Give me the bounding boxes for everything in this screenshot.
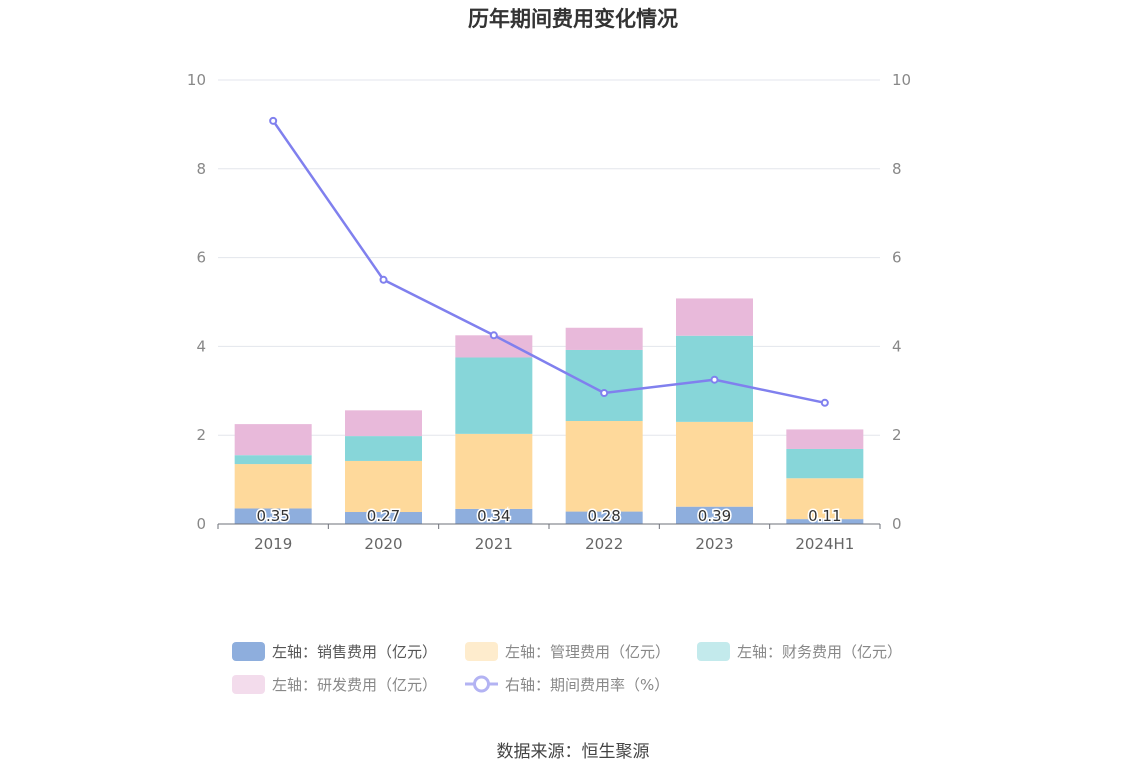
- rate-point: [710, 375, 719, 384]
- bar-data-label: 0.28: [587, 507, 620, 525]
- legend-item[interactable]: 左轴：财务费用（亿元）: [697, 642, 902, 661]
- right-axis-tick: 10: [892, 71, 911, 89]
- legend-item[interactable]: 右轴：期间费用率（%）: [465, 675, 669, 694]
- x-axis-tick: 2020: [364, 535, 402, 553]
- left-axis-tick: 2: [196, 426, 206, 444]
- rate-point: [820, 398, 829, 407]
- bar-segment: [345, 512, 422, 524]
- bars: [234, 298, 864, 524]
- legend-swatch: [697, 642, 730, 661]
- left-axis-tick: 8: [196, 160, 206, 178]
- legend: 左轴：销售费用（亿元） 左轴：管理费用（亿元） 左轴：财务费用（亿元） 左轴：研发费用…: [232, 642, 902, 694]
- legend-label: 右轴：期间费用率（%）: [505, 676, 669, 694]
- legend-swatch: [232, 675, 265, 694]
- bar-data-label: 0.34: [477, 507, 510, 525]
- bar-data-label: 0.35: [256, 507, 289, 525]
- bar-segment: [676, 506, 753, 524]
- legend-item[interactable]: 左轴：研发费用（亿元）: [232, 675, 437, 694]
- bar-segment: [345, 436, 422, 461]
- rate-line-path: [272, 120, 826, 405]
- right-axis-tick: 8: [892, 160, 902, 178]
- rate-point: [600, 389, 609, 398]
- axes: 0 2 4 6 8 10 0 2 4 6 8 10 2019 2020 2021 2022 2023 2024H1: [187, 71, 911, 553]
- left-axis-tick: 10: [187, 71, 206, 89]
- legend-label: 左轴：管理费用（亿元）: [505, 643, 670, 661]
- data-source: 数据来源：恒生聚源: [497, 742, 650, 762]
- legend-item[interactable]: 左轴：管理费用（亿元）: [465, 642, 670, 661]
- chart-title: 历年期间费用变化情况: [468, 7, 678, 31]
- legend-swatch: [232, 642, 265, 661]
- left-axis-tick: 0: [196, 515, 206, 533]
- rate-point: [269, 116, 278, 125]
- bar-segment: [234, 424, 312, 456]
- bar-segment: [565, 420, 643, 512]
- legend-label: 左轴：财务费用（亿元）: [737, 643, 902, 661]
- bar-data-label: 0.27: [367, 507, 400, 525]
- rate-point: [379, 275, 388, 284]
- left-axis-tick: 4: [196, 337, 206, 355]
- right-axis-tick: 4: [892, 337, 902, 355]
- x-axis-tick: 2021: [475, 535, 513, 553]
- right-axis-tick: 6: [892, 249, 902, 267]
- rate-point: [489, 331, 498, 340]
- bar-segment: [676, 298, 753, 336]
- bar-segment: [786, 429, 864, 449]
- right-axis-tick: 2: [892, 426, 902, 444]
- rate-line: [269, 116, 829, 407]
- x-axis-tick: 2024H1: [795, 535, 854, 553]
- bar-segment: [455, 357, 533, 434]
- legend-item[interactable]: 左轴：销售费用（亿元）: [232, 642, 437, 661]
- legend-label: 左轴：研发费用（亿元）: [272, 676, 437, 694]
- bar-segment: [565, 511, 643, 524]
- x-axis-tick: 2022: [585, 535, 623, 553]
- right-axis-tick: 0: [892, 515, 902, 533]
- bar-segment: [455, 508, 533, 524]
- bar-segment: [455, 433, 533, 509]
- bar-segment: [676, 421, 753, 507]
- legend-line-marker: [473, 675, 490, 693]
- bar-segment: [345, 410, 422, 437]
- bar-segment: [786, 519, 864, 524]
- bar-segment: [234, 455, 312, 465]
- bar-segment: [234, 464, 312, 509]
- bar-segment: [786, 478, 864, 520]
- bar-segment: [565, 327, 643, 350]
- bar-segment: [455, 335, 533, 358]
- legend-label: 左轴：销售费用（亿元）: [272, 643, 437, 661]
- bar-data-label: 0.39: [698, 507, 731, 525]
- grid: [218, 79, 880, 436]
- bar-data-label: 0.11: [808, 507, 841, 525]
- bar-segment: [234, 508, 312, 524]
- bar-segment: [345, 460, 422, 513]
- left-axis-tick: 6: [196, 249, 206, 267]
- x-axis-tick: 2019: [254, 535, 292, 553]
- x-axis-tick: 2023: [695, 535, 733, 553]
- bar-segment: [565, 349, 643, 421]
- bar-segment: [786, 448, 864, 479]
- legend-swatch: [465, 642, 498, 661]
- data-labels: 0.35 0.27 0.34 0.28 0.39 0.11: [255, 506, 843, 527]
